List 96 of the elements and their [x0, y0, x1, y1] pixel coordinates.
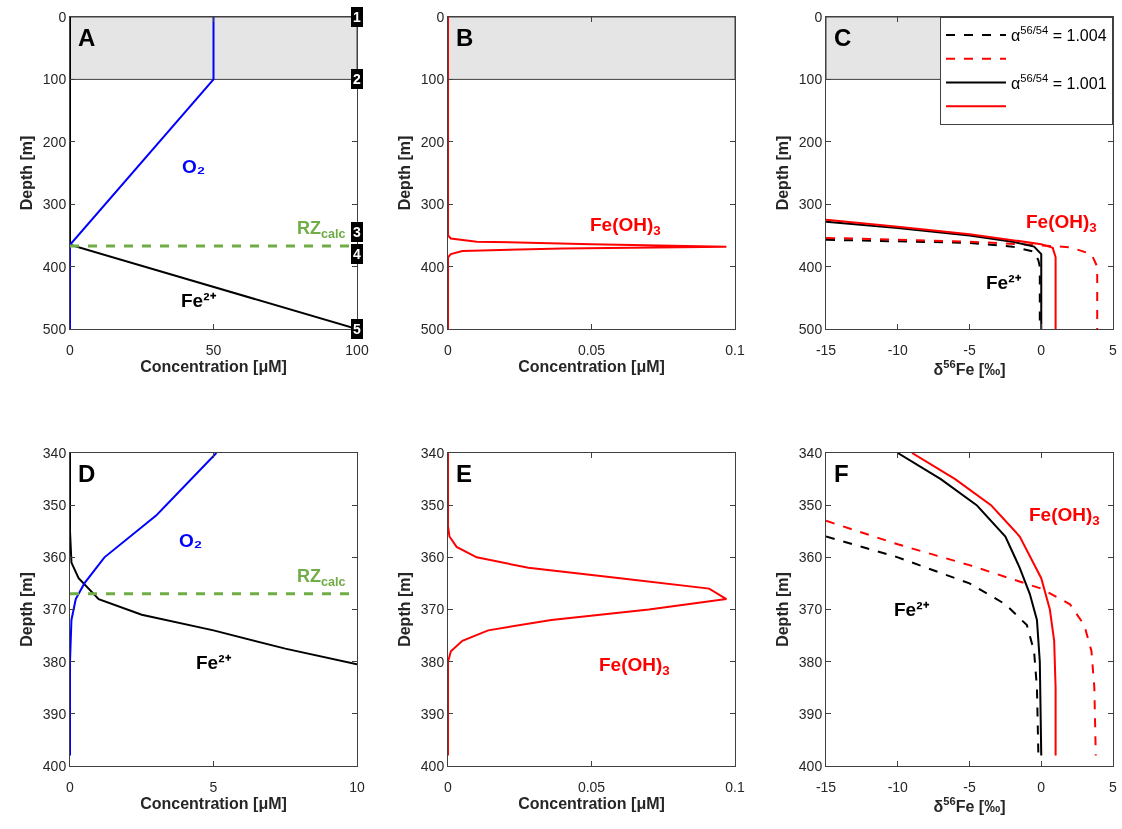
y-tick-label: 340 — [42, 444, 67, 461]
x-tick-label: -15 — [815, 778, 837, 795]
y-tick-label: 400 — [798, 258, 823, 275]
y-tick-label: 200 — [42, 133, 67, 150]
y-tick-label: 370 — [798, 601, 823, 618]
annotation: Fe(OH)$_{3}$ — [590, 214, 661, 238]
y-axis-title: Depth [m] — [17, 135, 35, 211]
annotation: Fe²⁺ — [196, 652, 232, 673]
y-tick-label: 300 — [798, 196, 823, 213]
y-axis-title: Depth [m] — [395, 572, 413, 647]
y-tick-label: 370 — [420, 601, 445, 618]
y-tick-label: 360 — [420, 549, 445, 566]
x-tick-label: 0 — [1037, 341, 1046, 358]
annotation: E — [456, 460, 473, 487]
y-tick-label: 350 — [420, 497, 445, 514]
y-axis-title: Depth [m] — [773, 135, 791, 211]
annotation: Fe²⁺ — [986, 272, 1022, 293]
y-tick-label: 400 — [798, 757, 823, 774]
annotation: 2 — [353, 71, 361, 87]
x-tick-label: 100 — [345, 341, 369, 358]
y-tick-label: 100 — [42, 71, 67, 88]
line-series — [448, 453, 728, 757]
annotation: O₂ — [179, 530, 203, 551]
legend-label: α$^{56/54}$ = 1.001 — [1011, 72, 1107, 92]
annotation: F — [834, 460, 849, 487]
y-tick-label: 200 — [798, 133, 823, 150]
y-tick-label: 0 — [814, 8, 823, 25]
y-tick-label: 100 — [798, 71, 823, 88]
x-tick-label: 0 — [1037, 778, 1046, 795]
x-axis-title: Concentration [μM] — [140, 358, 287, 376]
y-tick-label: 350 — [798, 497, 823, 514]
x-tick-label: 0.05 — [577, 341, 606, 358]
y-tick-label: 100 — [420, 71, 445, 88]
x-tick-label: -5 — [963, 341, 976, 358]
x-axis-title: Concentration [μM] — [518, 358, 665, 376]
y-axis-title: Depth [m] — [17, 572, 35, 647]
ref-line-label: RZ$_{calc}$ — [297, 566, 346, 589]
y-tick-label: 380 — [420, 653, 445, 670]
annotation: A — [78, 24, 96, 51]
annotation: Fe²⁺ — [181, 290, 217, 311]
line-series — [70, 17, 215, 329]
x-axis-title: Concentration [μM] — [518, 795, 665, 813]
annotation: 1 — [353, 9, 361, 25]
ref-line-label: RZ$_{calc}$ — [297, 218, 346, 241]
y-tick-label: 400 — [420, 258, 445, 275]
annotation: 4 — [353, 246, 361, 262]
x-tick-label: 0.05 — [577, 778, 606, 795]
y-tick-label: 300 — [420, 196, 445, 213]
y-tick-label: 400 — [42, 258, 67, 275]
annotation: O₂ — [182, 156, 206, 177]
x-tick-label: -10 — [887, 778, 909, 795]
y-tick-label: 0 — [436, 8, 445, 25]
x-tick-label: 5 — [1109, 778, 1118, 795]
y-tick-label: 500 — [798, 320, 823, 337]
y-tick-label: 300 — [42, 196, 67, 213]
x-axis-title: Concentration [μM] — [140, 795, 287, 813]
y-tick-label: 390 — [798, 705, 823, 722]
y-axis-title: Depth [m] — [773, 572, 791, 647]
x-tick-label: 50 — [205, 341, 222, 358]
y-axis-title: Depth [m] — [395, 135, 413, 211]
y-tick-label: 500 — [420, 320, 445, 337]
y-tick-label: 340 — [420, 444, 445, 461]
y-tick-label: 360 — [42, 549, 67, 566]
legend-label: α$^{56/54}$ = 1.004 — [1011, 24, 1107, 45]
y-tick-label: 200 — [420, 133, 445, 150]
x-tick-label: -5 — [963, 778, 976, 795]
x-tick-label: 0.1 — [725, 341, 745, 358]
x-axis-title: δ$^{56}$Fe [‰] — [933, 357, 1006, 378]
annotation: 3 — [353, 224, 361, 240]
annotation: Fe²⁺ — [894, 599, 930, 620]
y-tick-label: 390 — [420, 705, 445, 722]
y-tick-label: 370 — [42, 601, 67, 618]
x-axis-title: δ$^{56}$Fe [‰] — [933, 794, 1006, 815]
x-tick-label: -15 — [815, 341, 837, 358]
line-series — [448, 17, 728, 329]
x-tick-label: 5 — [209, 778, 218, 795]
y-tick-label: 390 — [42, 705, 67, 722]
x-tick-label: 5 — [1109, 341, 1118, 358]
x-tick-label: -10 — [887, 341, 909, 358]
annotation: D — [78, 460, 96, 487]
y-tick-label: 380 — [42, 653, 67, 670]
y-tick-label: 350 — [42, 497, 67, 514]
y-tick-label: 0 — [58, 8, 67, 25]
x-tick-label: 10 — [349, 778, 365, 795]
annotation: B — [456, 24, 474, 51]
annotation: C — [834, 24, 852, 51]
y-tick-label: 500 — [42, 320, 67, 337]
annotation: Fe(OH)$_{3}$ — [1026, 211, 1097, 235]
y-tick-label: 380 — [798, 653, 823, 670]
x-tick-label: 0.1 — [725, 778, 745, 795]
annotation: Fe(OH)$_{3}$ — [599, 654, 670, 678]
annotation: Fe(OH)$_{3}$ — [1029, 504, 1100, 528]
y-tick-label: 400 — [42, 757, 67, 774]
y-tick-label: 340 — [798, 444, 823, 461]
y-tick-label: 360 — [798, 549, 823, 566]
y-tick-label: 400 — [420, 757, 445, 774]
